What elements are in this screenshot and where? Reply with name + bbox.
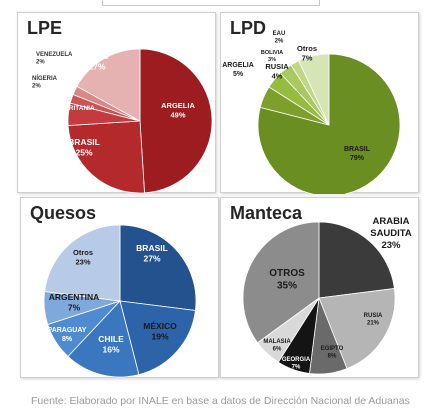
- pie-slice: [318, 221, 395, 299]
- slice-value-label: 7%: [292, 365, 301, 371]
- slice-label: NÍGERIA: [32, 74, 58, 82]
- pie-slice: [76, 48, 141, 122]
- slice-value-label: 2%: [32, 84, 41, 90]
- top-frame: [102, 0, 320, 6]
- slice-label: MAURITANIA: [54, 105, 95, 112]
- chart-title: Manteca: [230, 203, 303, 223]
- pie-slice: [298, 53, 330, 126]
- pie-slice: [67, 300, 140, 378]
- slice-value-label: 3%: [268, 57, 276, 63]
- slice-label: BOLIVIA: [261, 50, 283, 56]
- chart-title: LPD: [230, 18, 266, 38]
- source-footer: Fuente: Elaborado por INALE en base a da…: [31, 395, 410, 407]
- slice-label: PARAGUAY: [48, 327, 87, 334]
- slice-value-label: 7%: [68, 303, 81, 313]
- slice-value-label: 21%: [367, 321, 380, 327]
- chart-title: LPE: [27, 18, 63, 38]
- pie-slice: [139, 48, 213, 194]
- slice-label: RUSIA: [364, 313, 383, 319]
- slice-value-label: 16%: [102, 345, 119, 355]
- slice-label: MÉXICO: [143, 321, 177, 331]
- slice-label: ARGENTINA: [49, 292, 100, 302]
- slice-value-label: 19%: [151, 332, 168, 342]
- slice-value-label: 25%: [75, 148, 92, 158]
- slice-label: BRASIL: [344, 146, 371, 153]
- slice-value-label: 8%: [328, 354, 337, 360]
- pie-slice: [242, 221, 320, 344]
- slice-value-label: 8%: [62, 336, 73, 343]
- slice-label: CHILE: [98, 334, 124, 344]
- slice-label: SAUDITA: [370, 228, 412, 239]
- slice-label: ARABIA: [373, 216, 410, 227]
- slice-value-label: 35%: [277, 281, 297, 292]
- slice-value-label: 49%: [170, 110, 185, 119]
- slice-label: EAU: [273, 31, 286, 37]
- pie-slice: [119, 224, 197, 311]
- slice-value-label: 4%: [272, 71, 283, 80]
- chart-panel-manteca: Manteca ARABIA SAUDITA 23% RUSIA 21% EGIPTO 8%…: [220, 197, 419, 378]
- slice-label: Otros: [73, 248, 93, 257]
- pie-slice: [44, 224, 121, 302]
- slice-label: VENEZUELA: [36, 52, 73, 58]
- slice-value-label: 23%: [381, 240, 401, 251]
- slice-value-label: 17%: [88, 62, 105, 72]
- pie-slice: [67, 120, 145, 194]
- slice-value-label: 2%: [36, 60, 45, 66]
- slice-value-label: 5%: [54, 113, 64, 120]
- chart-panel-quesos: Quesos BRASIL 27% MÉXICO 19% CHILE 16% PARAGUA…: [20, 197, 219, 378]
- slice-label: BRASIL: [136, 243, 168, 253]
- slice-value-label: 5%: [233, 71, 244, 78]
- chart-panel-lpe: LPE ARGELIA 49% BRASIL 25% MAURITANIA 5% NÍGER…: [17, 12, 216, 194]
- slice-label: EGIPTO: [321, 346, 344, 352]
- slice-label: ARGELIA: [161, 101, 195, 110]
- slice-value-label: 23%: [75, 257, 90, 266]
- chart-title: Quesos: [30, 203, 97, 223]
- slice-label: RUSIA: [265, 62, 289, 71]
- slice-label: OTROS: [269, 268, 305, 279]
- slice-label: Otros: [86, 51, 109, 61]
- chart-panel-lpd: LPD BRASIL 79% ARGELIA 5% RUSIA 4% BOLIVIA 3% EA…: [220, 12, 419, 194]
- slice-label: ARGELIA: [222, 62, 254, 69]
- slice-label: BRASIL: [68, 137, 100, 147]
- pie-slice: [119, 300, 196, 376]
- slice-label: Otros: [297, 44, 317, 53]
- slice-value-label: 2%: [275, 39, 284, 45]
- slice-label: MALASIA: [263, 339, 291, 345]
- pie-slice: [318, 288, 396, 370]
- slice-value-label: 6%: [273, 347, 282, 353]
- slice-value-label: 27%: [143, 254, 160, 264]
- slice-value-label: 7%: [302, 53, 313, 62]
- slice-value-label: 79%: [350, 155, 365, 162]
- slice-label: GEORGIA: [282, 357, 311, 363]
